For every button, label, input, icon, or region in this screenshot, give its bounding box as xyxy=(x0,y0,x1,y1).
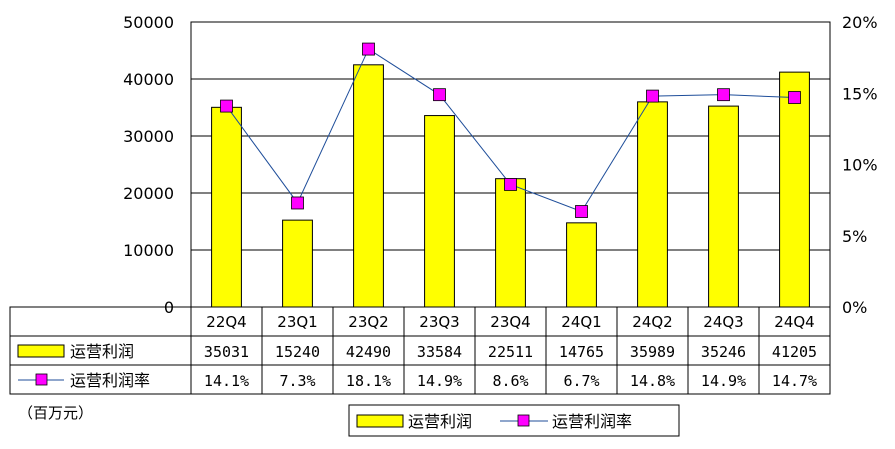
left-axis-tick-label: 30000 xyxy=(123,127,174,146)
category-label: 23Q1 xyxy=(277,313,317,331)
table-key-rate-marker xyxy=(35,373,48,386)
rate-marker xyxy=(575,205,588,218)
table-cell-profit: 15240 xyxy=(275,343,320,361)
table-cell-rate: 7.3% xyxy=(279,372,315,390)
bar xyxy=(282,219,313,308)
category-label: 23Q2 xyxy=(348,313,388,331)
table-header-rate: 运营利润率 xyxy=(70,371,150,390)
bar xyxy=(708,105,739,308)
table-cell-rate: 14.9% xyxy=(417,372,462,390)
right-axis-tick-label: 15% xyxy=(842,84,878,103)
table-cell-profit: 35246 xyxy=(701,343,746,361)
bar xyxy=(211,106,242,308)
left-axis-tick-label: 20000 xyxy=(123,184,174,203)
rate-marker xyxy=(433,88,446,102)
table-cell-rate: 14.9% xyxy=(701,372,746,390)
right-axis-tick-label: 0% xyxy=(842,298,867,317)
bar xyxy=(566,222,597,308)
category-label: 23Q4 xyxy=(490,313,530,331)
unit-label: （百万元） xyxy=(18,404,94,422)
legend-label-profit: 运营利润 xyxy=(408,412,472,431)
table-cell-rate: 14.1% xyxy=(204,372,249,390)
right-axis-tick-label: 5% xyxy=(842,227,867,246)
bar xyxy=(424,115,455,308)
legend-label-rate: 运营利润率 xyxy=(552,412,632,431)
table-cell-rate: 14.8% xyxy=(630,372,675,390)
left-axis-tick-label: 10000 xyxy=(123,241,174,260)
rate-marker xyxy=(362,42,375,56)
right-axis-tick-label: 10% xyxy=(842,156,878,175)
table-cell-rate: 8.6% xyxy=(492,372,528,390)
table-key-profit xyxy=(17,344,65,358)
rate-marker xyxy=(291,196,304,210)
rate-marker xyxy=(220,99,233,113)
table-cell-profit: 33584 xyxy=(417,343,462,361)
table-header-profit: 运营利润 xyxy=(70,342,134,361)
category-label: 24Q4 xyxy=(774,313,814,331)
left-axis-tick-label: 50000 xyxy=(123,13,174,32)
category-label: 22Q4 xyxy=(206,313,246,331)
table-cell-profit: 22511 xyxy=(488,343,533,361)
table-cell-profit: 14765 xyxy=(559,343,604,361)
category-label: 24Q1 xyxy=(561,313,601,331)
rate-marker xyxy=(504,178,517,191)
bar xyxy=(637,101,668,308)
legend-key-profit xyxy=(356,414,404,428)
bar xyxy=(779,71,810,308)
table-cell-profit: 35989 xyxy=(630,343,675,361)
legend-key-rate-marker xyxy=(517,414,530,427)
table-cell-rate: 6.7% xyxy=(563,372,599,390)
category-label: 23Q3 xyxy=(419,313,459,331)
table-cell-profit: 41205 xyxy=(772,343,817,361)
rate-marker xyxy=(646,89,659,103)
left-axis-tick-label: 40000 xyxy=(123,70,174,89)
rate-marker xyxy=(788,91,801,104)
category-label: 24Q3 xyxy=(703,313,743,331)
right-axis-tick-label: 20% xyxy=(842,13,878,32)
category-label: 24Q2 xyxy=(632,313,672,331)
bar xyxy=(353,64,384,308)
table-cell-rate: 18.1% xyxy=(346,372,391,390)
bar xyxy=(495,178,526,308)
table-cell-profit: 42490 xyxy=(346,343,391,361)
rate-marker xyxy=(717,88,730,102)
table-cell-rate: 14.7% xyxy=(772,372,817,390)
table-cell-profit: 35031 xyxy=(204,343,249,361)
